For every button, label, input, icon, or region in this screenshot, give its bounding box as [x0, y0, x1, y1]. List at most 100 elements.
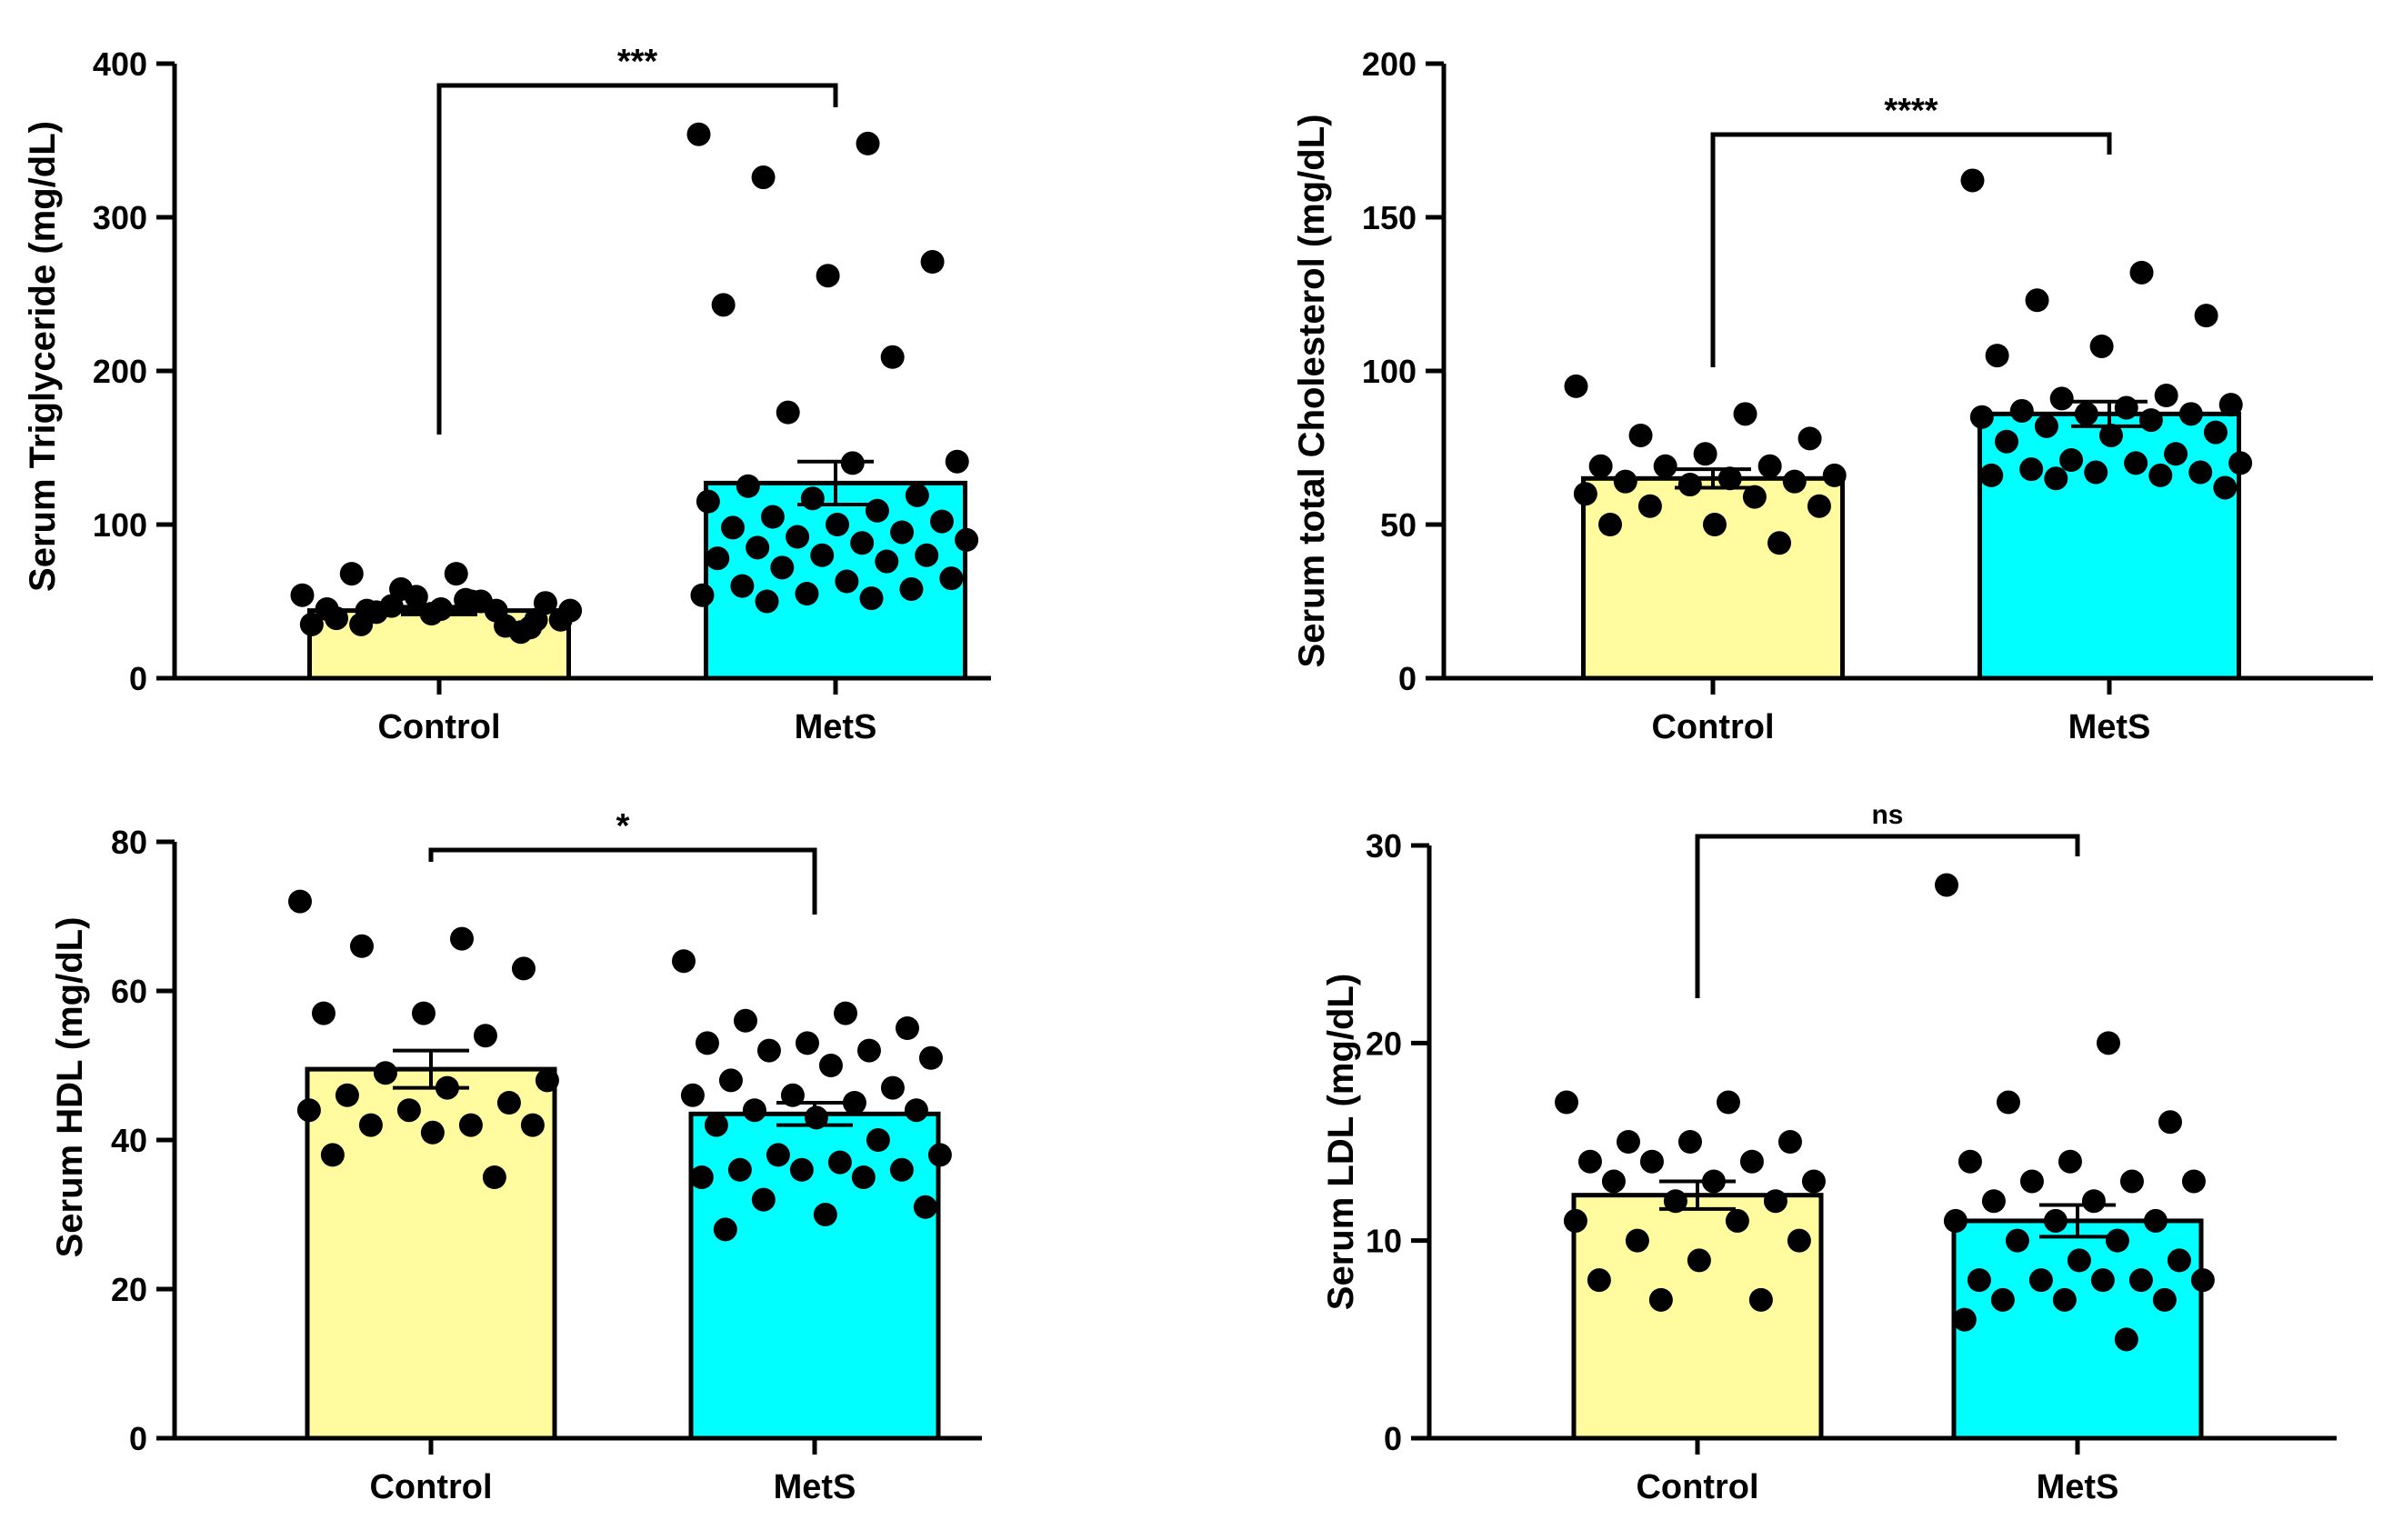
data-point-mets: [2096, 1031, 2120, 1055]
data-point-control: [320, 1143, 345, 1167]
data-point-control: [1742, 485, 1767, 509]
data-point-mets: [866, 1128, 890, 1152]
data-point-mets: [690, 583, 715, 607]
data-point-mets: [1943, 1208, 1967, 1233]
bar-control: [1581, 475, 1845, 681]
data-point-control: [411, 1001, 436, 1025]
data-point-control: [1648, 1287, 1673, 1312]
data-point-mets: [880, 1075, 905, 1100]
chart-panel-ldl: 0 10 20 30 Control MetS Serum LDL (mg/dL) ns: [1321, 800, 2337, 1506]
data-point-mets: [1996, 1090, 2020, 1115]
data-point-control: [296, 1098, 321, 1123]
data-point-control: [288, 889, 312, 914]
data-point-control: [290, 583, 315, 607]
x-category-label: MetS: [795, 708, 877, 746]
data-point-control: [1577, 1149, 1602, 1174]
data-point-control: [533, 591, 557, 615]
data-point-mets: [2090, 1268, 2115, 1293]
data-point-mets: [756, 1038, 781, 1063]
data-point-mets: [713, 1217, 737, 1242]
data-point-mets: [721, 515, 746, 540]
data-point-mets: [727, 1157, 752, 1182]
data-point-mets: [880, 345, 905, 369]
data-point-mets: [851, 1165, 876, 1189]
data-point-control: [1739, 1149, 1764, 1174]
data-point-mets: [689, 1165, 714, 1189]
data-point-control: [1687, 1248, 1711, 1273]
data-point-control: [299, 612, 324, 636]
data-point-mets: [1981, 1189, 2006, 1214]
data-point-control: [1598, 513, 1623, 536]
significance-bracket: [1710, 132, 2112, 367]
data-point-mets: [2105, 1228, 2129, 1253]
data-point-mets: [2119, 1169, 2144, 1194]
data-point-mets: [2218, 393, 2243, 417]
y-tick-label: 100: [1362, 353, 1417, 390]
data-point-control: [358, 1113, 383, 1137]
data-point-mets: [842, 1091, 866, 1115]
data-point-mets: [2089, 334, 2114, 358]
significance-label: ns: [1871, 800, 1903, 830]
data-point-control: [458, 1113, 483, 1137]
data-point-mets: [1952, 1307, 1977, 1332]
data-point-control: [349, 934, 374, 958]
data-point-mets: [795, 582, 819, 606]
significance-bracket: [1695, 834, 2080, 998]
data-point-mets: [2138, 408, 2163, 433]
data-point-mets: [2178, 402, 2203, 426]
data-point-control: [373, 1061, 397, 1085]
y-tick-label: 200: [93, 353, 147, 390]
data-point-mets: [825, 513, 849, 536]
data-point-mets: [927, 1143, 952, 1167]
data-point-mets: [2129, 260, 2154, 285]
data-point-control: [1757, 454, 1782, 478]
significance-label: ***: [617, 43, 658, 81]
data-point-mets: [2058, 1149, 2082, 1174]
data-point-mets: [2148, 463, 2173, 487]
data-point-mets: [2188, 460, 2213, 485]
x-category-label: MetS: [2037, 1468, 2119, 1506]
data-point-mets: [718, 1068, 743, 1093]
significance-label: *: [616, 807, 630, 845]
data-point-mets: [755, 589, 779, 614]
data-point-control: [1693, 442, 1717, 466]
data-point-mets: [835, 569, 859, 594]
data-point-mets: [696, 489, 720, 514]
data-point-control: [1733, 402, 1757, 426]
data-point-control: [396, 1098, 421, 1123]
data-point-control: [1767, 531, 1792, 555]
bar-control: [1571, 1193, 1824, 1441]
y-tick-label: 30: [1366, 827, 1402, 865]
data-point-mets: [2043, 1208, 2068, 1233]
data-point-mets: [2194, 304, 2218, 328]
data-point-mets: [751, 165, 776, 190]
y-tick-label: 300: [93, 199, 147, 236]
data-point-mets: [833, 1001, 857, 1025]
data-point-mets: [1935, 873, 1958, 897]
data-point-mets: [2143, 1208, 2168, 1233]
y-tick-label: 0: [1398, 660, 1417, 697]
data-point-mets: [2009, 398, 2034, 423]
data-point-mets: [939, 566, 964, 591]
data-point-control: [1601, 1169, 1626, 1194]
data-point-control: [1587, 1268, 1611, 1293]
data-point-control: [1717, 466, 1742, 491]
x-category-label: MetS: [2068, 708, 2151, 746]
data-point-mets: [746, 535, 770, 560]
data-point-control: [1702, 513, 1727, 536]
chart-panel-triglyceride: 0 100 200 300 400 Control MetS Serum Triglyceri…: [23, 43, 991, 746]
data-point-control: [339, 562, 364, 586]
data-point-mets: [2114, 395, 2138, 420]
data-point-control: [444, 562, 468, 586]
data-point-mets: [736, 474, 760, 498]
y-tick-label: 400: [93, 45, 147, 83]
data-point-control: [449, 926, 474, 951]
data-point-mets: [766, 1143, 790, 1167]
data-point-mets: [955, 527, 979, 552]
y-tick-label: 50: [1380, 506, 1417, 544]
data-point-mets: [2164, 442, 2188, 466]
data-point-mets: [2081, 1189, 2106, 1214]
data-point-control: [1801, 1169, 1826, 1194]
bar-mets: [1977, 411, 2241, 681]
